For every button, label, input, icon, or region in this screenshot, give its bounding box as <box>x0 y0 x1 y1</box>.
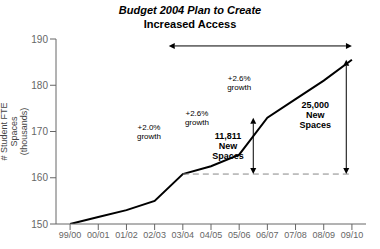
html-text:Increased Access: Increased Access <box>143 18 237 30</box>
svg-text:03/04: 03/04 <box>172 230 195 240</box>
svg-text:08/09: 08/09 <box>312 230 335 240</box>
svg-text:01/02: 01/02 <box>115 230 138 240</box>
svg-text:25,000NewSpaces: 25,000NewSpaces <box>300 100 332 130</box>
svg-text:160: 160 <box>31 172 48 183</box>
svg-text:06/07: 06/07 <box>256 230 279 240</box>
svg-text:04/05: 04/05 <box>200 230 223 240</box>
svg-text:+2.0%growth: +2.0%growth <box>137 123 161 141</box>
svg-text:190: 190 <box>31 34 48 45</box>
html-text:Budget 2004 Plan to Create: Budget 2004 Plan to Create <box>118 4 262 16</box>
svg-text:+2.6%growth: +2.6%growth <box>185 109 209 127</box>
svg-text:09/10: 09/10 <box>341 230 364 240</box>
svg-text:05/06: 05/06 <box>228 230 251 240</box>
svg-text:+2.6%growth: +2.6%growth <box>227 74 251 92</box>
svg-text:99/00: 99/00 <box>59 230 82 240</box>
svg-text:11,811NewSpaces: 11,811NewSpaces <box>212 131 244 161</box>
svg-text:02/03: 02/03 <box>143 230 166 240</box>
svg-text:170: 170 <box>31 126 48 137</box>
svg-text:# Student FTESpaces(thousands): # Student FTESpaces(thousands) <box>8 102 29 160</box>
svg-text:00/01: 00/01 <box>87 230 110 240</box>
svg-text:07/08: 07/08 <box>284 230 307 240</box>
svg-text:180: 180 <box>31 80 48 91</box>
svg-text:150: 150 <box>31 219 48 230</box>
